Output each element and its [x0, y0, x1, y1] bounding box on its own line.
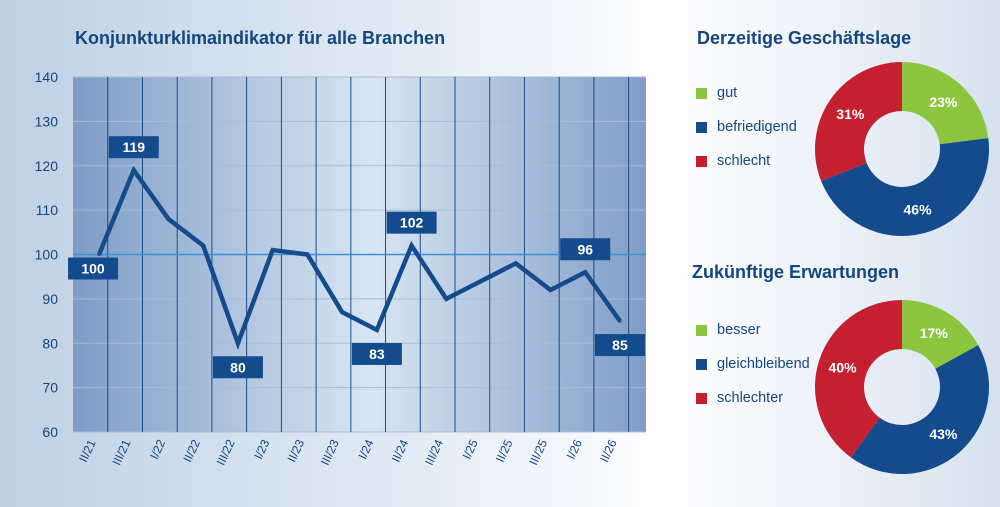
donut-future-slice-besser [902, 300, 979, 369]
legend-swatch [696, 155, 707, 167]
data-point [340, 310, 344, 314]
data-label-box [68, 257, 119, 280]
data-point [132, 168, 136, 172]
legend-label: befriedigend [717, 119, 797, 135]
data-label: 85 [612, 337, 628, 353]
donut-current-slice-label: 23% [929, 94, 958, 110]
donut-current-slice-label: 31% [836, 106, 865, 122]
data-point [167, 217, 170, 221]
data-point [583, 270, 587, 274]
y-tick-label: 60 [42, 424, 58, 440]
y-tick-label: 90 [42, 291, 58, 307]
data-point [201, 244, 205, 248]
legend-swatch [696, 324, 707, 336]
legend-label: gleichbleibend [717, 356, 810, 372]
y-tick-label: 100 [35, 247, 59, 263]
data-label-box [351, 342, 402, 365]
legend-item: besser [696, 322, 761, 338]
data-point [271, 248, 275, 252]
donut-future-slice-schlechter [815, 299, 902, 458]
data-point [444, 297, 448, 301]
donut-future-title: Zukünftige Erwartungen [692, 262, 899, 282]
y-tick-label: 70 [42, 380, 58, 396]
y-tick-label: 140 [35, 69, 59, 85]
donut-current-slice-befriedigend [821, 138, 989, 237]
line-chart-title: Konjunkturklimaindikator für alle Branch… [75, 28, 446, 48]
donut-future-slice-label: 43% [929, 426, 958, 442]
y-tick-label: 120 [35, 158, 59, 174]
legend-label: schlechter [717, 390, 784, 406]
legend-swatch [696, 121, 707, 133]
y-tick-label: 110 [36, 202, 59, 218]
donut-current-slice-label: 46% [904, 202, 933, 218]
series-line [96, 165, 622, 350]
legend-label: gut [717, 85, 738, 101]
y-tick-label: 80 [42, 335, 58, 351]
data-point [618, 319, 622, 323]
legend-item: schlecht [696, 153, 770, 169]
legend-swatch [696, 358, 707, 370]
data-point [514, 261, 518, 265]
data-point [479, 279, 483, 283]
donut-future-slice-label: 17% [920, 325, 949, 341]
data-label: 83 [369, 346, 385, 362]
legend-item: befriedigend [696, 119, 797, 135]
data-label-box [594, 334, 645, 357]
data-label-box [560, 238, 611, 261]
legend-item: gleichbleibend [696, 356, 810, 372]
data-label: 80 [230, 359, 246, 375]
legend-swatch [696, 87, 707, 99]
data-label: 102 [400, 215, 424, 231]
donut-current-slice-schlecht [814, 62, 902, 182]
legend-label: schlecht [717, 153, 771, 169]
data-point [305, 253, 309, 256]
donut-current-title: Derzeitige Geschäftslage [697, 28, 912, 48]
legend-item: gut [696, 85, 737, 101]
legend-swatch [696, 392, 707, 404]
data-label-box [386, 211, 437, 234]
donut-future-slice-gleichbleibend [850, 345, 990, 475]
data-point [236, 341, 240, 345]
legend-item: schlechter [696, 390, 783, 406]
data-label-box [108, 136, 159, 159]
legend-label: besser [717, 322, 761, 338]
donut-current-slice-gut [902, 62, 989, 145]
data-label: 100 [81, 261, 105, 277]
data-label-box [212, 356, 263, 379]
data-point [97, 253, 101, 256]
y-tick-label: 130 [35, 113, 59, 129]
donut-future-slice-label: 40% [829, 360, 858, 376]
data-label: 119 [122, 139, 145, 155]
data-point [375, 328, 379, 332]
data-point [410, 244, 414, 248]
data-point [549, 288, 552, 292]
data-label: 96 [577, 241, 593, 257]
